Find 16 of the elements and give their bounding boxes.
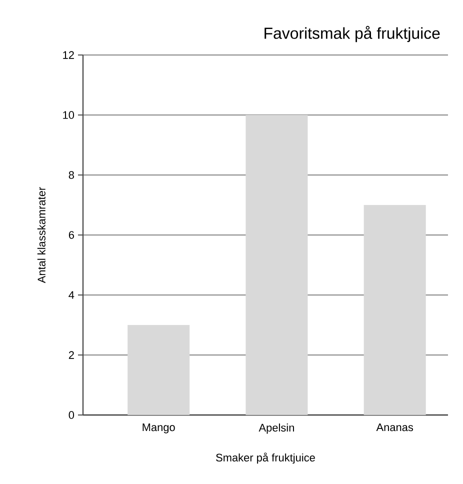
x-tick-label: Mango [142, 424, 175, 434]
y-tick-label: 4 [68, 291, 74, 299]
y-tick-label: 0 [68, 411, 74, 419]
y-tick-label: 8 [68, 171, 74, 179]
bar [364, 204, 426, 415]
y-tick-label: 10 [63, 111, 74, 119]
bar [128, 324, 190, 415]
y-axis-title: Antal klasskamrater [37, 187, 46, 284]
y-tick-label: 12 [63, 51, 74, 59]
y-tick-label: 2 [68, 351, 74, 359]
chart-title: Favoritsmak på fruktjuice [264, 26, 440, 42]
x-tick-label: Apelsin [258, 424, 294, 434]
bar [246, 114, 308, 415]
y-tick-label: 6 [68, 231, 74, 239]
x-tick-label: Ananas [376, 424, 414, 432]
x-axis-title: Smaker på fruktjuice [216, 452, 315, 464]
